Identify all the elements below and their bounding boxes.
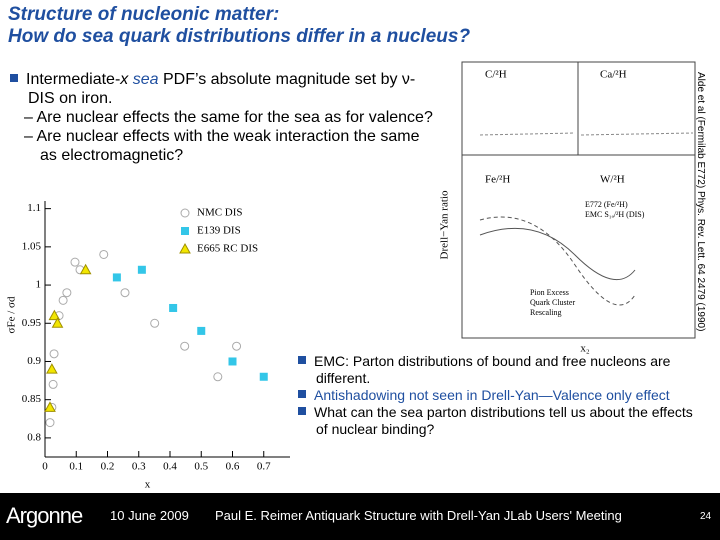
bottom-bullets: EMC: Parton distributions of bound and f… xyxy=(298,353,708,438)
legend-marker xyxy=(180,208,190,218)
y-tick-label: 0.8 xyxy=(27,431,41,443)
y-tick-label: 0.9 xyxy=(27,355,41,367)
legend-entry: E665 RC DIS xyxy=(197,243,258,255)
data-point xyxy=(49,349,59,359)
text: PDF’s absolute magnitude set by xyxy=(158,71,402,88)
y-tick-label: 0.85 xyxy=(22,393,42,405)
data-point xyxy=(228,357,237,366)
model-curve xyxy=(479,227,636,280)
x-tick-label: 0.3 xyxy=(132,461,146,473)
legend-entry: E772 (Fe/²H) xyxy=(585,200,628,209)
legend-entry: Pion Excess xyxy=(530,288,569,297)
y-axis-label: Drell−Yan ratio xyxy=(439,190,451,259)
x-tick-label: 0.4 xyxy=(163,461,177,473)
data-point xyxy=(259,372,268,381)
legend-marker xyxy=(179,242,191,254)
y-axis-label: σFe / σd xyxy=(6,296,18,333)
data-point xyxy=(58,295,68,305)
data-point xyxy=(197,326,206,335)
logo: Argonne xyxy=(6,503,83,528)
legend-entry: Rescaling xyxy=(530,308,562,317)
data-point xyxy=(99,249,109,259)
right-plot: Drell−Yan ratio x₂ C/²H Ca/²H Fe/²H W/²H… xyxy=(439,61,696,355)
data-point xyxy=(44,401,56,412)
y-tick-label: 0.95 xyxy=(22,317,42,329)
talk-info: Paul E. Reimer Antiquark Structure with … xyxy=(215,508,622,523)
text: ν xyxy=(401,71,410,88)
data-point xyxy=(213,372,223,382)
data-point xyxy=(70,257,80,267)
y-tick-label: 1 xyxy=(36,279,42,291)
legend-entry: Quark Cluster xyxy=(530,298,575,307)
legend-entry: E139 DIS xyxy=(197,225,241,237)
data-point xyxy=(232,341,242,351)
data-point xyxy=(112,273,121,282)
date: 10 June 2009 xyxy=(110,508,189,523)
left-plot: 0.8 0.85 0.9 0.95 1 1.05 1.1 0 0.1 0.2 0.3 0.4 0.5 0.… xyxy=(6,201,290,491)
title-line: Structure of nucleonic matter: xyxy=(8,4,280,25)
data-point xyxy=(169,303,178,312)
x-tick-label: 0.7 xyxy=(257,461,271,473)
data-point xyxy=(62,288,72,298)
x-tick-label: 0.2 xyxy=(101,461,115,473)
legend-marker xyxy=(181,227,189,235)
bullet: What can the sea parton distributions te… xyxy=(314,404,693,437)
citation: Alde et al (Fermilab E772) Phys. Rev. Le… xyxy=(695,72,706,332)
model-curve xyxy=(479,216,636,306)
data-point xyxy=(150,318,160,328)
data-point xyxy=(137,265,146,274)
top-bullet: Intermediate-x sea PDF’s absolute magnit… xyxy=(10,70,440,165)
footer: Argonne 10 June 2009 Paul E. Reimer Anti… xyxy=(0,493,720,540)
legend-entry: NMC DIS xyxy=(197,207,243,219)
y-tick-label: 1.1 xyxy=(27,202,41,214)
data-point xyxy=(51,317,64,328)
title: Structure of nucleonic matter: How do se… xyxy=(8,4,470,48)
sub-bullet: Are nuclear effects the same for the sea… xyxy=(36,109,433,126)
reference-line xyxy=(580,132,694,136)
text: -DIS on iron. xyxy=(28,71,416,107)
x-tick-label: 0.6 xyxy=(226,461,240,473)
data-point xyxy=(120,288,130,298)
page-number: 24 xyxy=(700,511,712,522)
bullet: Antishadowing not seen in Drell-Yan—Vale… xyxy=(314,387,670,403)
x-axis-label: x xyxy=(145,479,151,491)
x-tick-label: 0 xyxy=(42,461,48,473)
y-tick-label: 1.05 xyxy=(22,240,42,252)
data-point xyxy=(45,418,55,428)
x-tick-label: 0.5 xyxy=(194,461,208,473)
data-point xyxy=(48,379,58,389)
panel-label: Fe/²H xyxy=(485,174,510,186)
data-point xyxy=(46,363,58,374)
text: Intermediate- xyxy=(26,71,121,88)
data-point xyxy=(180,341,190,351)
data-point xyxy=(48,309,61,321)
text: sea xyxy=(132,71,159,88)
title-line: How do sea quark distributions differ in… xyxy=(8,26,471,47)
bullet: EMC: Parton distributions of bound and f… xyxy=(314,353,671,386)
text: x xyxy=(120,71,129,88)
panel-label: W/²H xyxy=(600,174,625,186)
reference-line xyxy=(479,132,576,136)
panel-label: Ca/²H xyxy=(600,69,627,81)
sub-bullet: Are nuclear effects with the weak intera… xyxy=(36,128,420,164)
legend-entry: EMC S₁ₐ/²H (DIS) xyxy=(585,210,645,219)
panel-label: C/²H xyxy=(485,69,507,81)
x-tick-label: 0.1 xyxy=(69,461,83,473)
x-axis-label: x₂ xyxy=(580,343,590,355)
data-point xyxy=(79,263,92,275)
